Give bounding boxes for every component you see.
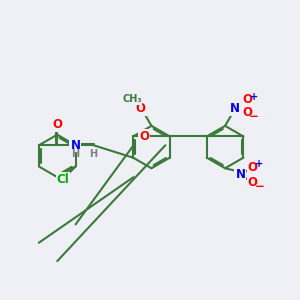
Text: O: O bbox=[139, 130, 149, 143]
Text: Cl: Cl bbox=[57, 172, 69, 186]
Text: H: H bbox=[89, 149, 97, 159]
Text: CH₃: CH₃ bbox=[122, 94, 142, 104]
Text: −: − bbox=[249, 110, 259, 123]
Text: N: N bbox=[230, 102, 240, 115]
Text: O: O bbox=[248, 176, 258, 190]
Text: O: O bbox=[136, 102, 146, 115]
Text: O: O bbox=[248, 161, 258, 174]
Text: +: + bbox=[250, 92, 258, 102]
Text: O: O bbox=[242, 106, 252, 119]
Text: O: O bbox=[242, 93, 252, 106]
Text: O: O bbox=[52, 118, 62, 131]
Text: H: H bbox=[71, 149, 80, 159]
Text: +: + bbox=[255, 159, 263, 170]
Text: −: − bbox=[254, 180, 264, 193]
Text: N: N bbox=[70, 139, 80, 152]
Text: N: N bbox=[236, 168, 245, 181]
